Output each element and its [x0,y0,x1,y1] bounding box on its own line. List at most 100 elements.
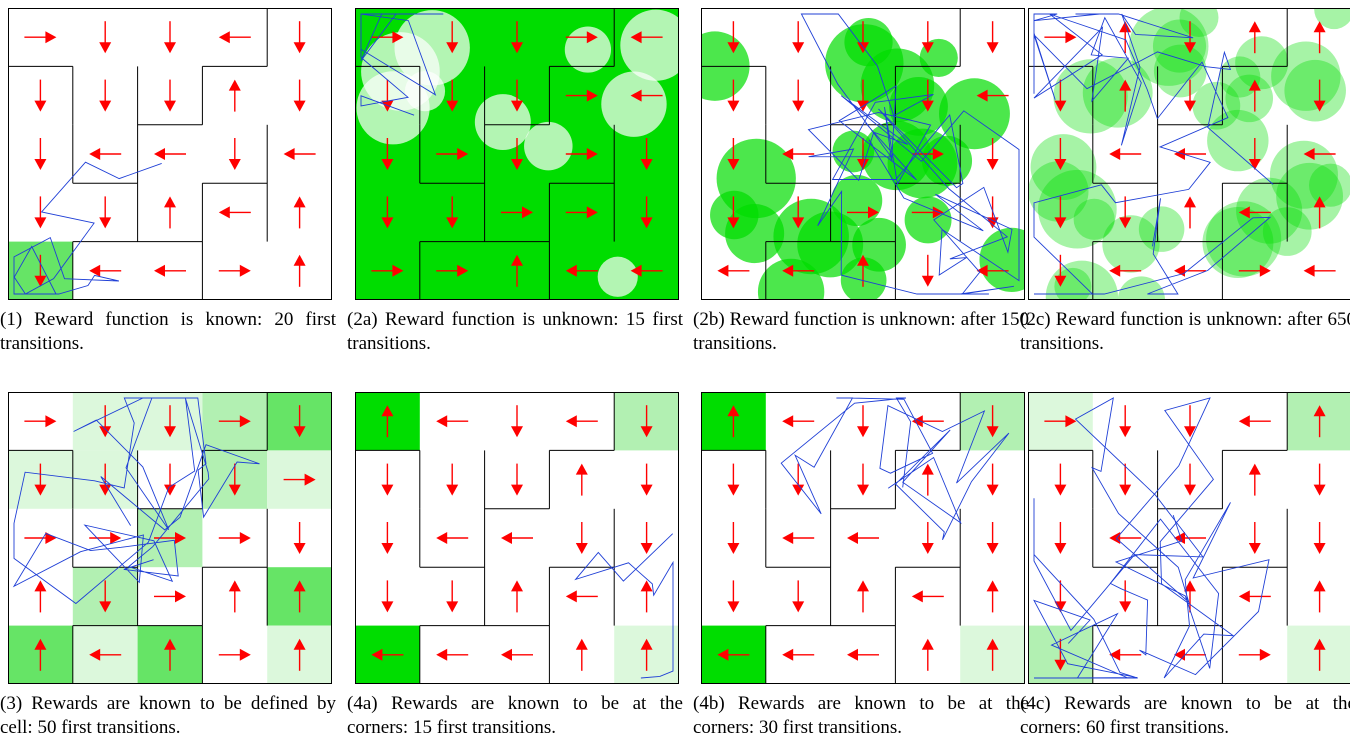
policy-arrow-U [986,638,999,671]
policy-arrow-D [921,21,934,54]
policy-arrow-D [381,79,394,112]
policy-arrow-R [218,415,251,428]
policy-arrow-R [1238,264,1271,277]
arrow-head [921,463,934,475]
arrow-head [921,638,934,650]
arrow-head [847,648,858,661]
arrow-head [381,159,394,170]
caption-1: (1) Reward function is known: 20 first t… [0,309,336,354]
caption-4c: (4c) Rewards are known to be at the corn… [1020,693,1350,738]
arrow-head [921,543,934,554]
arrow-head [727,42,740,54]
arrow-head [164,484,176,496]
policy-arrow-D [381,463,394,496]
arrow-head [1303,148,1315,160]
reward-blob [852,217,906,272]
arrow-head [501,532,512,544]
agent-trajectory [574,533,674,679]
arrow-head [304,473,316,486]
policy-arrow-D [792,21,805,54]
arrow-head [239,415,251,428]
policy-arrow-L [782,648,815,661]
policy-arrow-U [511,254,523,287]
policy-arrow-D [1119,196,1132,229]
reward-blob [1129,8,1209,86]
arrow-head [218,206,230,219]
policy-arrow-D [1119,405,1132,438]
policy-arrow-R [154,590,186,603]
policy-arrow-U [164,638,176,671]
arrow-head [522,206,533,219]
arrow-head [436,648,448,661]
arrow-head [1184,426,1196,438]
reward-blob [710,190,759,240]
arrow-head [293,100,306,112]
arrow-head [911,415,923,428]
arrow-head [1313,484,1326,496]
arrow-head [1259,648,1271,661]
arrow-head [381,484,394,496]
arrow-head [640,580,653,592]
arrow-head [1313,100,1326,112]
policy-arrow-D [857,463,869,496]
arrow-head [164,196,176,208]
reward-blob [1028,161,1089,222]
arrow-head [565,590,577,603]
policy-arrow-D [727,522,740,554]
arrow-head [89,264,101,277]
reward-blob [1179,8,1219,37]
policy-arrow-D [293,21,306,54]
reward-blob [844,18,893,67]
panel-1: (1) Reward function is known: 20 first t… [0,8,336,354]
policy-arrow-D [34,79,47,112]
policy-arrow-D [921,522,934,554]
policy-arrow-R [1044,31,1077,44]
policy-arrow-D [640,405,653,438]
policy-arrow-R [565,89,598,102]
policy-arrow-D [1054,463,1067,496]
arrow-head [34,580,47,592]
policy-arrow-D [1054,196,1067,229]
policy-arrow-L [89,648,122,661]
arrow-head [782,415,794,428]
policy-arrow-R [1238,648,1271,661]
policy-arrow-D [727,21,740,54]
policy-arrow-R [565,148,598,160]
arrow-head [175,590,186,603]
policy-arrow-D [640,522,653,554]
policy-arrow-D [381,138,394,170]
panel-4a: (4a) Rewards are known to be at the corn… [347,392,683,738]
policy-arrow-D [228,138,241,170]
policy-arrow-L [630,264,663,277]
policy-arrow-D [1054,522,1067,554]
policy-arrow-L [911,415,944,428]
arrow-head [986,580,999,592]
policy-arrow-L [371,648,404,661]
reward-cell [1287,392,1350,451]
arrow-head [911,590,923,603]
policy-arrow-R [911,148,944,160]
reward-blob [1153,44,1207,98]
policy-arrow-D [99,405,112,438]
arrow-head [1119,217,1132,229]
policy-arrow-L [717,648,750,661]
grid-border [8,8,332,300]
arrow-head [857,484,869,496]
reward-blob [1038,169,1117,249]
arrow-head [501,648,512,661]
reward-blob [1235,36,1289,90]
arrow-head [1313,405,1326,417]
arrow-head [847,532,858,544]
arrow-head [782,264,794,277]
arrow-head [511,159,523,170]
policy-arrow-L [1238,415,1271,428]
arrow-head [565,415,577,428]
policy-arrow-D [1054,138,1067,170]
policy-arrow-U [986,580,999,613]
panel-3: (3) Rewards are known to be defined by c… [0,392,336,738]
arrow-head [175,532,186,544]
panel-2c: (2c) Reward function is unknown: after 6… [1020,8,1350,354]
arrow-head [34,100,47,112]
reward-blob [474,94,531,151]
policy-arrow-D [164,463,176,496]
